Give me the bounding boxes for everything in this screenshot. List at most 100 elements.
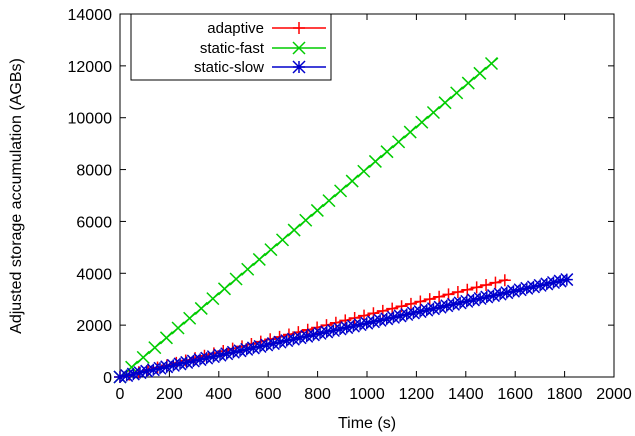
series-point-static-slow — [340, 321, 354, 335]
series-point-static-slow — [386, 310, 400, 324]
x-tick-label: 1000 — [349, 386, 385, 403]
series-point-static-fast — [241, 262, 255, 276]
series-point-static-fast — [415, 115, 429, 129]
series-point-static-slow — [326, 323, 340, 338]
x-tick-label: 1400 — [448, 386, 484, 403]
series-point-static-fast — [473, 66, 487, 80]
x-tick-label: 800 — [304, 386, 331, 403]
x-tick-label: 200 — [156, 386, 183, 403]
series-point-static-fast — [438, 96, 452, 110]
series-point-static-fast — [450, 86, 464, 100]
series-point-adaptive — [404, 297, 417, 310]
y-tick-label: 0 — [103, 370, 112, 387]
series-point-static-slow — [553, 274, 567, 288]
series-point-adaptive — [498, 274, 511, 287]
series-point-static-fast — [461, 76, 475, 90]
series-point-static-slow — [226, 345, 240, 359]
series-point-static-fast — [380, 145, 394, 159]
series-point-static-slow — [380, 312, 394, 326]
series-point-static-fast — [159, 331, 173, 345]
legend-label-adaptive: adaptive — [207, 20, 264, 37]
legend: adaptive static-fast static-slow — [130, 13, 332, 81]
series-point-static-fast — [484, 56, 499, 71]
series-point-static-slow — [186, 354, 200, 368]
series-point-static-fast — [275, 233, 290, 247]
series-point-static-slow — [473, 291, 487, 306]
series-point-static-slow — [346, 319, 360, 333]
series-point-static-slow — [246, 341, 260, 355]
y-tick-label: 12000 — [68, 59, 113, 76]
series-point-static-slow — [166, 358, 180, 372]
series-point-static-fast — [148, 341, 162, 355]
series-point-static-slow — [313, 326, 327, 340]
series-point-static-fast — [229, 272, 243, 286]
series-point-static-slow — [286, 332, 300, 346]
series-point-static-slow — [366, 315, 380, 329]
series-point-static-slow — [120, 369, 134, 383]
series-point-static-slow — [193, 353, 207, 367]
legend-label-static-slow: static-slow — [194, 59, 264, 76]
series-point-static-fast — [392, 135, 406, 149]
series-point-static-slow — [433, 300, 447, 314]
series-point-static-fast — [322, 194, 336, 208]
series-point-static-fast — [426, 105, 440, 120]
series-point-static-slow — [486, 289, 500, 303]
legend-marker-adaptive — [293, 22, 305, 34]
series-point-static-slow — [480, 290, 494, 304]
series-point-static-slow — [506, 284, 521, 298]
y-axis-label: Adjusted storage accumulation (AGBs) — [8, 58, 25, 334]
series-point-static-slow — [460, 294, 474, 308]
series-point-static-slow — [133, 366, 147, 380]
series-point-static-slow — [400, 307, 414, 322]
series-point-static-fast — [136, 350, 150, 364]
x-axis-label: Time (s) — [338, 415, 396, 432]
series-point-static-slow — [160, 360, 174, 374]
series-point-static-slow — [153, 361, 167, 375]
series-point-static-slow — [260, 338, 274, 352]
x-tick-label: 600 — [255, 386, 282, 403]
legend-marker-static-fast — [292, 41, 306, 55]
x-tick-label: 1600 — [497, 386, 533, 403]
series-point-static-slow — [413, 305, 427, 319]
series-point-static-slow — [406, 306, 420, 320]
series-point-static-slow — [373, 313, 387, 327]
series-point-static-fast — [357, 164, 371, 178]
series-static-slow — [113, 273, 574, 384]
x-tick-label: 400 — [205, 386, 232, 403]
series-static-fast — [113, 56, 499, 384]
y-tick-label: 2000 — [76, 318, 112, 335]
series-point-adaptive — [461, 283, 474, 296]
series-point-static-fast — [194, 301, 208, 315]
series-point-static-slow — [546, 275, 561, 290]
x-tick-label: 2000 — [596, 386, 632, 403]
series-point-static-slow — [426, 302, 440, 316]
series-point-static-slow — [273, 335, 287, 349]
series-point-static-fast — [345, 174, 359, 188]
series-point-adaptive — [433, 290, 446, 303]
x-tick-label: 0 — [116, 386, 125, 403]
series-point-static-slow — [180, 355, 194, 369]
series-point-static-slow — [513, 283, 527, 297]
series-point-static-fast — [287, 223, 301, 237]
series-point-static-slow — [353, 318, 367, 332]
series-point-static-slow — [453, 296, 467, 310]
series-point-static-slow — [206, 350, 220, 364]
series-point-static-fast — [183, 311, 197, 325]
series-point-static-slow — [220, 347, 234, 361]
series-point-static-slow — [200, 351, 214, 365]
x-tick-label: 1800 — [547, 386, 583, 403]
series-point-adaptive — [329, 316, 342, 329]
y-tick-label: 8000 — [76, 163, 112, 180]
series-point-static-fast — [310, 203, 324, 217]
series-point-adaptive — [470, 281, 483, 294]
series-point-static-fast — [299, 213, 313, 227]
series-point-static-fast — [206, 292, 220, 306]
series-layer — [113, 56, 574, 384]
x-tick-label: 1200 — [399, 386, 435, 403]
series-point-static-fast — [264, 243, 278, 257]
series-point-static-slow — [213, 348, 227, 362]
series-point-static-slow — [293, 331, 307, 345]
y-tick-label: 4000 — [76, 266, 112, 283]
legend-label-static-fast: static-fast — [200, 40, 265, 57]
